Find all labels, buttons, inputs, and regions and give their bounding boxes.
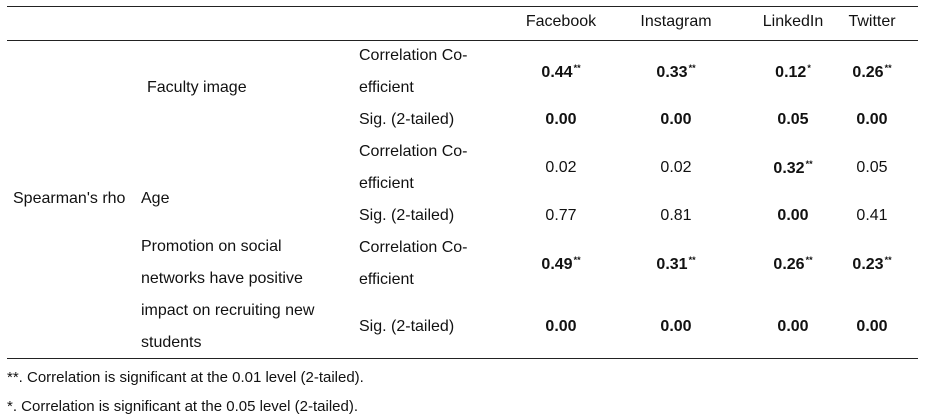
significance-marker: ** bbox=[688, 255, 696, 265]
value-cell-coef-instagram: 0.02 bbox=[626, 159, 726, 177]
significance-marker: ** bbox=[573, 63, 581, 73]
significance-marker: ** bbox=[688, 63, 696, 73]
stat-label-sig: Sig. (2-tailed) bbox=[359, 318, 455, 335]
cell-value: 0.49 bbox=[541, 256, 573, 273]
cell-value: 0.02 bbox=[660, 159, 692, 176]
stat-label-coef-line1: Correlation Co- bbox=[359, 143, 468, 160]
value-cell-sig-facebook: 0.00 bbox=[511, 318, 611, 336]
cell-value: 0.00 bbox=[660, 318, 692, 335]
cell-value: 0.00 bbox=[545, 318, 577, 335]
value-cell-sig-instagram: 0.00 bbox=[626, 318, 726, 336]
cell-value: 0.05 bbox=[856, 159, 888, 176]
row-group-label: Spearman's rho bbox=[13, 190, 126, 207]
stat-label-coef-line1: Correlation Co- bbox=[359, 47, 468, 64]
cell-value: 0.44 bbox=[541, 64, 573, 81]
cell-value: 0.00 bbox=[777, 207, 809, 224]
cell-value: 0.33 bbox=[656, 64, 688, 81]
stat-label-coef-line2: efficient bbox=[359, 79, 414, 96]
column-header-twitter: Twitter bbox=[848, 13, 896, 30]
cell-value: 0.02 bbox=[545, 159, 577, 176]
value-cell-sig-twitter: 0.00 bbox=[822, 111, 922, 129]
value-cell-sig-facebook: 0.00 bbox=[511, 111, 611, 129]
value-cell-coef-facebook: 0.44** bbox=[511, 63, 611, 82]
cell-value: 0.12 bbox=[775, 64, 807, 81]
stat-label-coef-line1: Correlation Co- bbox=[359, 239, 468, 256]
value-cell-coef-instagram: 0.33** bbox=[626, 63, 726, 82]
table-top-rule bbox=[7, 6, 918, 7]
value-cell-sig-linkedin: 0.00 bbox=[743, 318, 843, 336]
value-cell-sig-linkedin: 0.05 bbox=[743, 111, 843, 129]
value-cell-coef-facebook: 0.49** bbox=[511, 255, 611, 274]
cell-value: 0.41 bbox=[856, 207, 888, 224]
value-cell-sig-instagram: 0.81 bbox=[626, 207, 726, 225]
column-header-instagram: Instagram bbox=[640, 13, 712, 30]
value-cell-coef-linkedin: 0.26** bbox=[743, 255, 843, 274]
cell-value: 0.81 bbox=[660, 207, 692, 224]
variable-label-age: Age bbox=[141, 190, 170, 207]
significance-marker: ** bbox=[884, 63, 892, 73]
cell-value: 0.05 bbox=[777, 111, 809, 128]
value-cell-sig-linkedin: 0.00 bbox=[743, 207, 843, 225]
value-cell-coef-linkedin: 0.32** bbox=[743, 159, 843, 178]
cell-value: 0.23 bbox=[852, 256, 884, 273]
cell-value: 0.26 bbox=[852, 64, 884, 81]
value-cell-sig-twitter: 0.41 bbox=[822, 207, 922, 225]
value-cell-coef-linkedin: 0.12* bbox=[743, 63, 843, 82]
table-bottom-rule bbox=[7, 358, 918, 359]
variable-label-faculty-image: Faculty image bbox=[147, 79, 247, 96]
stat-label-coef-line2: efficient bbox=[359, 175, 414, 192]
value-cell-coef-instagram: 0.31** bbox=[626, 255, 726, 274]
cell-value: 0.00 bbox=[660, 111, 692, 128]
value-cell-coef-twitter: 0.26** bbox=[822, 63, 922, 82]
cell-value: 0.77 bbox=[545, 207, 577, 224]
footnote-001: **. Correlation is significant at the 0.… bbox=[7, 369, 364, 386]
significance-marker: ** bbox=[884, 255, 892, 265]
significance-marker: * bbox=[807, 63, 811, 73]
stat-label-sig: Sig. (2-tailed) bbox=[359, 111, 455, 128]
value-cell-sig-facebook: 0.77 bbox=[511, 207, 611, 225]
value-cell-sig-twitter: 0.00 bbox=[822, 318, 922, 336]
column-header-linkedin: LinkedIn bbox=[762, 13, 824, 30]
variable-label-promotion: Promotion on social networks have positi… bbox=[141, 238, 315, 351]
stat-label-coef-line2: efficient bbox=[359, 271, 414, 288]
cell-value: 0.00 bbox=[856, 111, 888, 128]
significance-marker: ** bbox=[573, 255, 581, 265]
cell-value: 0.31 bbox=[656, 256, 688, 273]
cell-value: 0.00 bbox=[545, 111, 577, 128]
cell-value: 0.00 bbox=[856, 318, 888, 335]
cell-value: 0.26 bbox=[773, 256, 805, 273]
stat-label-sig: Sig. (2-tailed) bbox=[359, 207, 455, 224]
significance-marker: ** bbox=[805, 255, 813, 265]
cell-value: 0.32 bbox=[773, 160, 805, 177]
significance-marker: ** bbox=[805, 159, 813, 169]
footnote-005: *. Correlation is significant at the 0.0… bbox=[7, 398, 359, 415]
value-cell-coef-facebook: 0.02 bbox=[511, 159, 611, 177]
cell-value: 0.00 bbox=[777, 318, 809, 335]
value-cell-coef-twitter: 0.23** bbox=[822, 255, 922, 274]
column-header-facebook: Facebook bbox=[525, 13, 597, 30]
value-cell-sig-instagram: 0.00 bbox=[626, 111, 726, 129]
header-bottom-rule bbox=[7, 40, 918, 41]
value-cell-coef-twitter: 0.05 bbox=[822, 159, 922, 177]
